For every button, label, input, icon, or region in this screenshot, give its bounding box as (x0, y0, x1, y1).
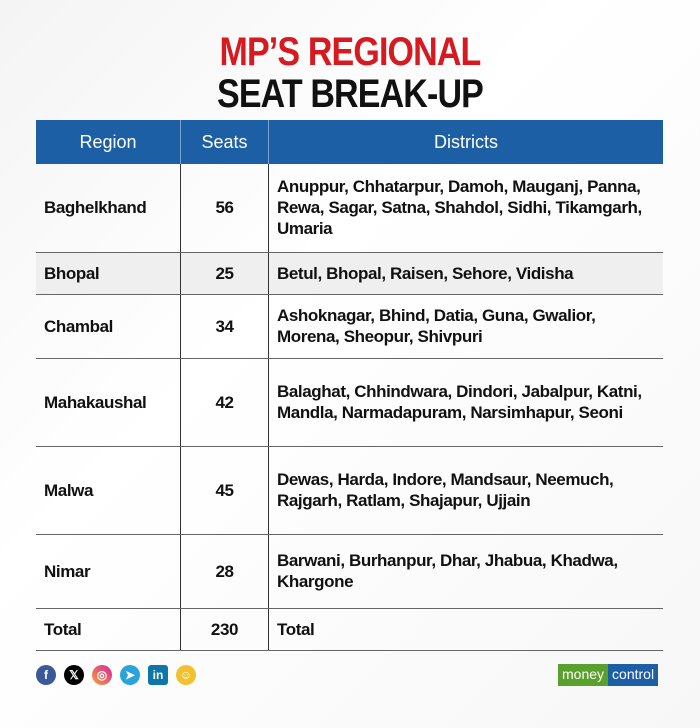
moneycontrol-logo: money control (558, 664, 659, 686)
districts-cell: Balaghat, Chhindwara, Dindori, Jabalpur,… (268, 358, 663, 447)
seats-cell: 25 (180, 252, 269, 295)
table-row: Malwa 45 Dewas, Harda, Indore, Mandsaur, N… (36, 446, 663, 535)
table-row: Baghelkhand 56 Anuppur, Chhatarpur, Damoh,… (36, 164, 663, 253)
table-header: Region Seats Districts (36, 120, 663, 164)
seat-table: Region Seats Districts Baghelkhand 56 Anup… (36, 120, 663, 651)
title-line-1: MP’S REGIONAL (219, 30, 482, 74)
header-region: Region (36, 120, 181, 164)
seats-cell: 45 (180, 446, 269, 535)
region-cell: Bhopal (36, 252, 181, 295)
seats-cell: 34 (180, 294, 269, 359)
snapchat-icon[interactable]: ☺ (176, 665, 196, 685)
facebook-icon[interactable]: f (36, 665, 56, 685)
region-cell: Malwa (36, 446, 181, 535)
table-row: Mahakaushal 42 Balaghat, Chhindwara, Dindo… (36, 358, 663, 447)
districts-cell: Betul, Bhopal, Raisen, Sehore, Vidisha (268, 252, 663, 295)
header-seats: Seats (180, 120, 269, 164)
districts-cell: Anuppur, Chhatarpur, Damoh, Mauganj, Pan… (268, 164, 663, 253)
logo-part-control: control (608, 664, 659, 686)
districts-cell: Total (268, 608, 663, 651)
telegram-icon[interactable]: ➤ (120, 665, 140, 685)
header-districts: Districts (268, 120, 663, 164)
region-cell: Mahakaushal (36, 358, 181, 447)
seats-cell: 28 (180, 534, 269, 609)
table-row: Total 230 Total (36, 608, 663, 651)
districts-cell: Barwani, Burhanpur, Dhar, Jhabua, Khadwa… (268, 534, 663, 609)
region-cell: Nimar (36, 534, 181, 609)
region-cell: Chambal (36, 294, 181, 359)
seats-cell: 230 (180, 608, 269, 651)
region-cell: Total (36, 608, 181, 651)
seats-cell: 42 (180, 358, 269, 447)
seats-cell: 56 (180, 164, 269, 253)
title-line-2: SEAT BREAK-UP (217, 72, 484, 116)
districts-cell: Dewas, Harda, Indore, Mandsaur, Neemuch,… (268, 446, 663, 535)
social-icons: f 𝕏 ◎ ➤ in ☺ (36, 665, 196, 685)
instagram-icon[interactable]: ◎ (92, 665, 112, 685)
table-row: Bhopal 25 Betul, Bhopal, Raisen, Sehore, V… (36, 252, 663, 295)
logo-part-money: money (558, 664, 609, 686)
table-row: Chambal 34 Ashoknagar, Bhind, Datia, Guna,… (36, 294, 663, 359)
region-cell: Baghelkhand (36, 164, 181, 253)
table-row: Nimar 28 Barwani, Burhanpur, Dhar, Jhabua,… (36, 534, 663, 609)
linkedin-icon[interactable]: in (148, 665, 168, 685)
districts-cell: Ashoknagar, Bhind, Datia, Guna, Gwalior,… (268, 294, 663, 359)
x-icon[interactable]: 𝕏 (64, 665, 84, 685)
